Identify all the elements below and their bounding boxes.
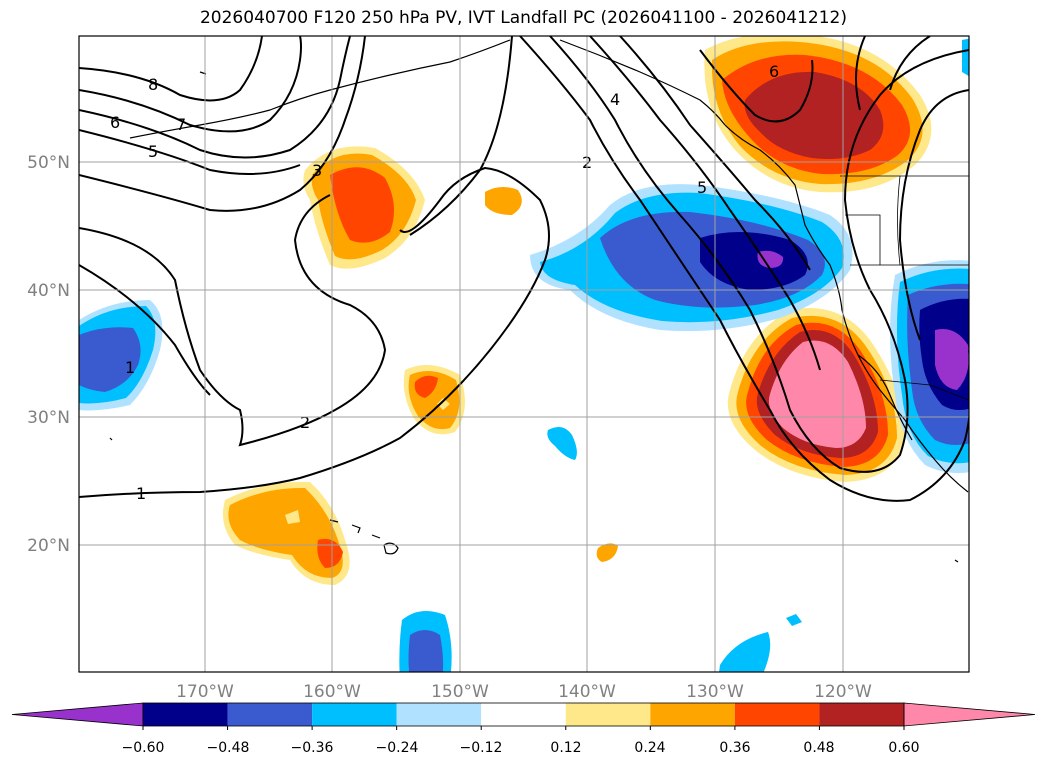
colorbar-tick-label: 0.36 [719,740,750,756]
contour-label: 8 [148,75,158,94]
plot-frame [78,35,970,673]
colorbar-swatch [312,703,397,726]
positive-anomaly-160w [303,146,425,269]
colorbar-tick-label: 0.24 [634,740,665,756]
colorbar-swatch [481,703,566,726]
positive-anomaly-bc [704,36,932,193]
colorbar: −0.60 −0.48 −0.36 −0.24 −0.12 0.12 0.24 … [11,702,1036,756]
colorbar-tick-label: 0.60 [888,740,919,756]
positive-anomaly-139w [596,543,618,562]
colorbar-frame [142,702,905,727]
lat-label: 30°N [27,408,70,428]
colorbar-tick-label: −0.48 [207,740,250,756]
lon-label: 150°W [431,682,489,702]
negative-anomaly-south-128w [719,614,802,672]
positive-anomaly-california [727,308,905,482]
contour-label: 6 [110,113,120,132]
colorbar-swatch [734,703,820,726]
negative-anomaly-mexico [890,260,969,474]
negative-anomaly-141w [547,426,577,460]
negative-anomaly-south-152w [399,611,452,672]
negative-anomaly-corner [962,38,969,77]
colorbar-tick-label: −0.12 [460,740,503,756]
positive-anomaly-hawaii [222,481,350,585]
lon-label: 120°W [814,682,872,702]
contour-label: 4 [610,90,620,109]
contour-label: 3 [312,161,322,180]
political-borders [840,175,969,401]
colorbar-swatch [903,702,1036,727]
colorbar-tick-label: 0.48 [803,740,834,756]
contour-label: 6 [769,62,779,81]
colorbar-swatch [565,703,651,726]
graticule [79,36,969,672]
contour-label: 1 [125,358,135,377]
latitude-labels: 50°N 40°N 30°N 20°N [27,153,70,556]
colorbar-tick-label: −0.60 [122,740,165,756]
contour-label: 2 [300,413,310,432]
contour-label: 7 [176,115,186,134]
negative-anomaly-west-pacific [79,300,163,411]
lon-label: 130°W [686,682,744,702]
contour-label: 5 [697,178,707,197]
positive-anomaly-145w [485,186,522,215]
colorbar-swatch [143,703,228,726]
longitude-labels: 170°W 160°W 150°W 140°W 130°W 120°W [176,682,872,702]
coastlines [109,39,969,563]
map-title: 2026040700 F120 250 hPa PV, IVT Landfall… [199,8,847,28]
lon-label: 170°W [176,682,234,702]
colorbar-swatch [396,703,482,726]
contour-label: 1 [136,484,146,503]
colorbar-tick-label: 0.12 [550,740,581,756]
colorbar-swatch [227,703,313,726]
colorbar-tick-label: −0.24 [376,740,419,756]
colorbar-swatch [819,703,904,726]
lon-label: 140°W [558,682,616,702]
colorbar-tick-labels: −0.60 −0.48 −0.36 −0.24 −0.12 0.12 0.24 … [122,740,920,756]
colorbar-swatch [650,703,735,726]
lat-label: 40°N [27,281,70,301]
lat-label: 50°N [27,153,70,173]
colorbar-swatch [11,702,144,727]
lat-label: 20°N [27,536,70,556]
lon-label: 160°W [303,682,361,702]
contour-label: 5 [148,142,158,161]
colorbar-tick-label: −0.36 [291,740,334,756]
